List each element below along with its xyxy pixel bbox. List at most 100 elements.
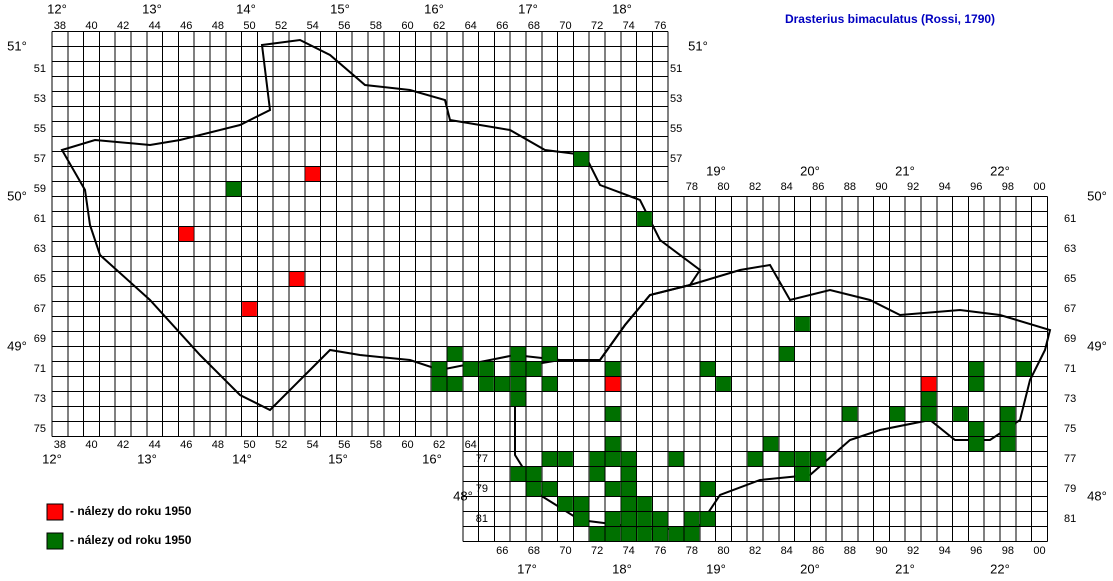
record-square [558, 452, 573, 466]
column-label: 90 [875, 181, 887, 193]
record-square [605, 407, 621, 421]
column-label: 74 [623, 545, 635, 557]
degree-label: 17° [517, 561, 537, 576]
degree-label: 19° [706, 561, 726, 576]
record-square [605, 377, 621, 391]
column-label: 44 [149, 439, 161, 451]
column-label: 44 [149, 20, 161, 32]
record-square [652, 527, 668, 541]
record-square [842, 407, 858, 421]
row-label: 57 [34, 153, 46, 165]
record-square [510, 377, 526, 391]
degree-label: 22° [990, 163, 1010, 178]
record-square [668, 527, 684, 541]
degree-label: 20° [800, 163, 820, 178]
degree-label: 17° [518, 1, 538, 16]
record-square [573, 512, 589, 526]
record-square [589, 467, 605, 481]
column-label: 84 [781, 181, 793, 193]
degree-label: 18° [612, 1, 632, 16]
row-label: 71 [1064, 363, 1076, 375]
record-square [542, 482, 558, 496]
row-label: 53 [670, 93, 682, 105]
column-label: 46 [180, 20, 192, 32]
column-label: 54 [307, 439, 319, 451]
record-square [226, 182, 242, 196]
row-label: 81 [476, 513, 488, 525]
record-square [605, 512, 621, 526]
record-square [589, 452, 605, 466]
border-cz [60, 38, 702, 412]
column-label: 70 [559, 545, 571, 557]
column-label: 64 [465, 20, 477, 32]
column-label: 90 [875, 545, 887, 557]
record-square [684, 512, 700, 526]
degree-label: 51° [7, 38, 27, 53]
record-square [621, 452, 637, 466]
record-square [479, 377, 494, 391]
column-label: 74 [623, 20, 635, 32]
record-square [621, 467, 637, 481]
column-label: 96 [970, 545, 982, 557]
column-label: 64 [465, 439, 477, 451]
degree-label: 50° [7, 188, 27, 203]
row-label: 73 [1064, 393, 1076, 405]
record-square [700, 512, 716, 526]
record-square [494, 377, 510, 391]
degree-label: 19° [706, 163, 726, 178]
column-label: 86 [812, 545, 824, 557]
record-square [542, 377, 558, 391]
row-label: 79 [476, 483, 488, 495]
legend-before: - nálezy do roku 1950 [70, 504, 192, 518]
record-square [526, 362, 542, 376]
record-square [700, 482, 716, 496]
record-square [447, 347, 463, 361]
border-sk [514, 263, 1052, 532]
row-label: 61 [34, 213, 46, 225]
record-square [510, 347, 526, 361]
column-label: 80 [717, 181, 729, 193]
row-label: 73 [34, 393, 46, 405]
column-label: 66 [496, 20, 508, 32]
column-label: 76 [654, 20, 666, 32]
record-square [447, 377, 463, 391]
degree-label: 14° [232, 451, 252, 466]
column-label: 86 [812, 181, 824, 193]
row-label: 63 [1064, 243, 1076, 255]
degree-label: 18° [612, 561, 632, 576]
record-square [795, 452, 810, 466]
column-label: 82 [749, 545, 761, 557]
legend-swatch-since [46, 532, 64, 550]
row-label: 77 [1064, 453, 1076, 465]
record-square [605, 437, 621, 451]
degree-label: 21° [895, 561, 915, 576]
column-label: 92 [907, 181, 919, 193]
record-square [1000, 437, 1016, 451]
column-label: 68 [528, 545, 540, 557]
record-square [463, 362, 479, 376]
column-label: 42 [117, 439, 129, 451]
row-label: 71 [34, 363, 46, 375]
record-square [510, 392, 526, 406]
record-square [621, 482, 637, 496]
row-label: 69 [34, 333, 46, 345]
record-square [968, 377, 984, 391]
degree-label: 12° [42, 451, 62, 466]
row-label: 69 [1064, 333, 1076, 345]
column-label: 78 [686, 181, 698, 193]
record-square [573, 152, 589, 166]
column-label: 54 [307, 20, 319, 32]
row-label: 51 [34, 63, 46, 75]
row-label: 77 [476, 453, 488, 465]
row-label: 61 [1064, 213, 1076, 225]
row-label: 65 [34, 273, 46, 285]
record-square [968, 422, 984, 436]
degree-label: 21° [895, 163, 915, 178]
record-square [652, 512, 668, 526]
record-square [779, 347, 795, 361]
column-label: 78 [686, 545, 698, 557]
row-label: 63 [34, 243, 46, 255]
column-label: 70 [559, 20, 571, 32]
